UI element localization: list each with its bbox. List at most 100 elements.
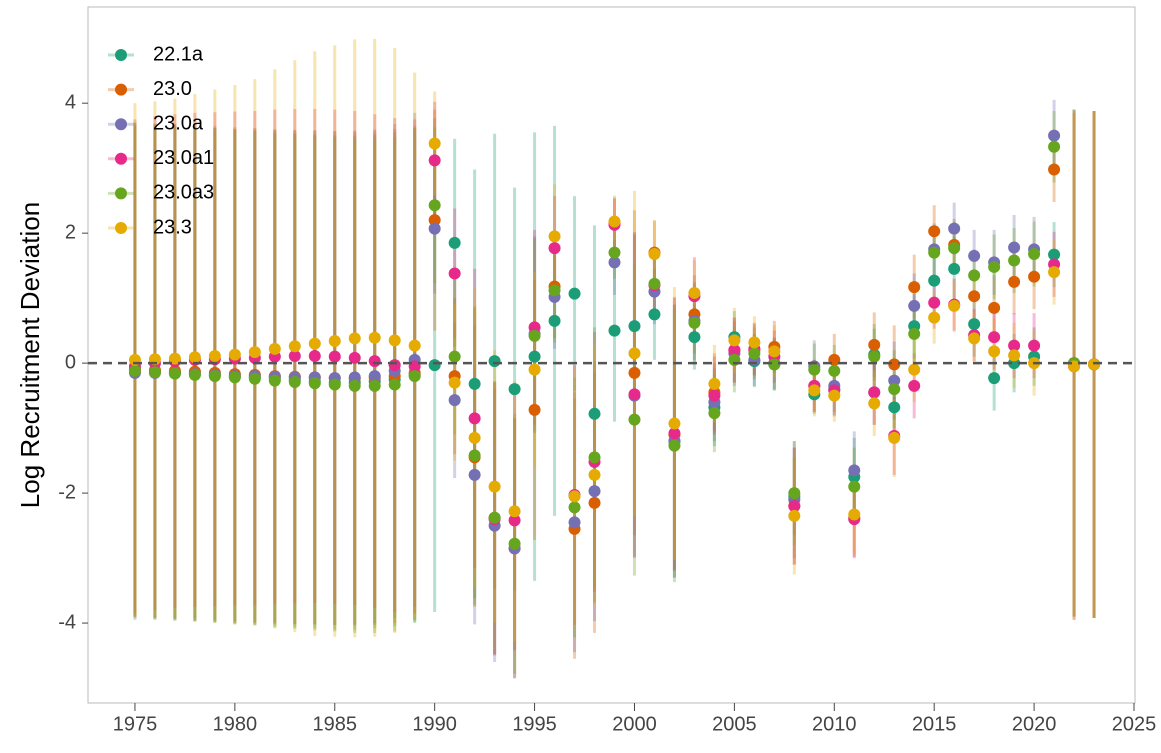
data-point bbox=[968, 249, 981, 262]
data-point bbox=[988, 331, 1001, 344]
data-point bbox=[608, 324, 621, 337]
data-point bbox=[528, 329, 541, 342]
data-point bbox=[348, 379, 361, 392]
data-point bbox=[488, 480, 501, 493]
data-point bbox=[568, 287, 581, 300]
data-point bbox=[548, 284, 561, 297]
data-point bbox=[688, 331, 701, 344]
data-point bbox=[548, 230, 561, 243]
data-point bbox=[628, 320, 641, 333]
data-point bbox=[468, 431, 481, 444]
data-point bbox=[988, 345, 1001, 358]
legend-key bbox=[115, 118, 127, 131]
y-tick-label: 2 bbox=[65, 221, 76, 243]
data-point bbox=[528, 350, 541, 363]
data-point bbox=[948, 299, 961, 312]
y-tick-label: -4 bbox=[58, 611, 76, 633]
data-point bbox=[448, 236, 461, 249]
x-tick-label: 1990 bbox=[412, 713, 457, 735]
data-point bbox=[448, 394, 461, 407]
data-point bbox=[528, 363, 541, 376]
data-point bbox=[848, 508, 861, 521]
data-point bbox=[868, 350, 881, 363]
data-point bbox=[408, 339, 421, 352]
x-tick-label: 1980 bbox=[213, 713, 258, 735]
x-tick-label: 1995 bbox=[512, 713, 557, 735]
data-point bbox=[128, 364, 141, 377]
data-point bbox=[568, 501, 581, 514]
data-point bbox=[388, 378, 401, 391]
x-tick-label: 2020 bbox=[1012, 713, 1057, 735]
data-point bbox=[468, 468, 481, 481]
data-point bbox=[888, 401, 901, 414]
data-point bbox=[1048, 266, 1061, 279]
data-point bbox=[448, 376, 461, 389]
data-point bbox=[1008, 275, 1021, 288]
data-point bbox=[968, 290, 981, 303]
data-point bbox=[968, 269, 981, 282]
data-point bbox=[588, 485, 601, 498]
data-point bbox=[1008, 254, 1021, 267]
data-point bbox=[328, 350, 341, 363]
data-point bbox=[868, 338, 881, 351]
data-point bbox=[1028, 247, 1041, 260]
data-point bbox=[928, 311, 941, 324]
x-tick-label: 2015 bbox=[912, 713, 957, 735]
data-point bbox=[848, 464, 861, 477]
data-point bbox=[648, 247, 661, 260]
data-point bbox=[308, 377, 321, 390]
data-point bbox=[928, 296, 941, 309]
data-point bbox=[668, 439, 681, 452]
data-point bbox=[408, 370, 421, 383]
data-point bbox=[388, 334, 401, 347]
data-point bbox=[428, 214, 441, 227]
legend-label: 23.3 bbox=[153, 216, 192, 238]
data-point bbox=[428, 137, 441, 150]
data-point bbox=[508, 383, 521, 396]
data-point bbox=[748, 336, 761, 349]
data-point bbox=[988, 372, 1001, 385]
data-point bbox=[728, 334, 741, 347]
data-point bbox=[688, 316, 701, 329]
data-point bbox=[588, 496, 601, 509]
legend-label: 23.0 bbox=[153, 78, 192, 100]
data-point bbox=[188, 351, 201, 364]
data-point bbox=[348, 371, 361, 384]
data-point bbox=[948, 262, 961, 275]
data-point bbox=[428, 359, 441, 372]
data-point bbox=[488, 355, 501, 368]
data-point bbox=[308, 349, 321, 362]
data-point bbox=[568, 516, 581, 529]
data-point bbox=[288, 375, 301, 388]
data-point bbox=[228, 348, 241, 361]
data-point bbox=[928, 274, 941, 287]
data-point bbox=[748, 347, 761, 360]
data-point bbox=[168, 367, 181, 380]
data-point bbox=[268, 374, 281, 387]
points bbox=[128, 129, 1101, 555]
data-point bbox=[908, 327, 921, 340]
data-point bbox=[588, 407, 601, 420]
data-point bbox=[708, 389, 721, 402]
data-point bbox=[808, 384, 821, 397]
data-point bbox=[428, 199, 441, 212]
y-tick-label: -2 bbox=[58, 481, 76, 503]
data-point bbox=[348, 332, 361, 345]
data-point bbox=[908, 281, 921, 294]
data-point bbox=[148, 366, 161, 379]
legend-label: 22.1a bbox=[153, 43, 204, 65]
data-point bbox=[308, 337, 321, 350]
data-point bbox=[808, 363, 821, 376]
legend-key bbox=[115, 49, 127, 61]
data-point bbox=[788, 487, 801, 500]
data-point bbox=[888, 358, 901, 371]
data-point bbox=[888, 431, 901, 444]
data-point bbox=[528, 321, 541, 334]
data-point bbox=[248, 346, 261, 359]
data-point bbox=[928, 225, 941, 238]
data-point bbox=[1048, 129, 1061, 142]
data-point bbox=[348, 351, 361, 364]
data-point bbox=[1008, 241, 1021, 254]
data-point bbox=[708, 407, 721, 420]
